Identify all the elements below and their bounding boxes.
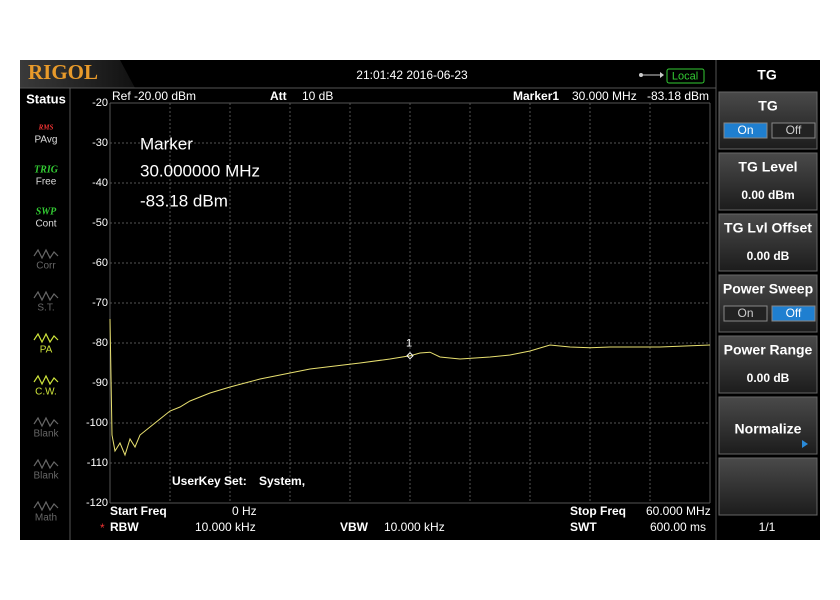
stop: 60.000 MHz (646, 504, 711, 518)
rbw-label: RBW (110, 520, 139, 534)
option-label: On (737, 123, 753, 137)
marker-number: 1 (406, 338, 412, 350)
screen-bg (20, 60, 820, 540)
trace (109, 318, 711, 457)
userkey: UserKey Set: (172, 474, 247, 488)
status-label: PAvg (35, 135, 58, 146)
status-label: Math (35, 513, 57, 524)
menu-value: 0.00 dBm (741, 188, 794, 202)
menu-button[interactable] (718, 457, 818, 516)
mode: Local (672, 70, 698, 82)
menu-label: TG Level (738, 159, 797, 175)
status-label: Free (36, 177, 57, 188)
y-tick-label: -40 (92, 177, 108, 189)
status-label: C.W. (35, 387, 57, 398)
start: 0 Hz (232, 504, 257, 518)
menu-button[interactable] (718, 91, 818, 150)
start-label: Start Freq (110, 504, 167, 518)
option-label: On (737, 306, 753, 320)
option-box[interactable] (771, 122, 816, 139)
menu-label: TG Lvl Offset (724, 220, 812, 236)
status-title: Status (26, 91, 66, 106)
menu-value: 0.00 dB (747, 249, 790, 263)
status-label: Cont (35, 219, 56, 230)
menu-label: Power Sweep (723, 281, 813, 297)
y-tick-label: -70 (92, 297, 108, 309)
status-label: S.T. (37, 303, 54, 314)
option-box[interactable] (771, 305, 816, 322)
stop-label: Stop Freq (570, 504, 626, 518)
annotation: Marker (140, 134, 193, 153)
menu-label: Power Range (724, 342, 813, 358)
status-label: Corr (36, 261, 56, 272)
status-tag: RMS (38, 124, 54, 132)
status-tag: SWP (36, 206, 57, 217)
marker-freq: 30.000 MHz (572, 89, 637, 103)
y-tick-label: -90 (92, 377, 108, 389)
y-tick-label: -20 (92, 97, 108, 109)
marker-label: Marker1 (513, 89, 559, 103)
menu-label: TG (758, 98, 778, 114)
att: 10 dB (302, 89, 333, 103)
option-label: Off (786, 123, 802, 137)
y-tick-label: -100 (86, 417, 108, 429)
status-icon (33, 500, 59, 512)
vbw: 10.000 kHz (384, 520, 445, 534)
ref: Ref -20.00 dBm (112, 89, 196, 103)
status-icon (33, 416, 59, 428)
annotation: 30.000000 MHz (140, 161, 260, 180)
swt: 600.00 ms (650, 520, 706, 534)
option-box[interactable] (723, 122, 768, 139)
annotation: -83.18 dBm (140, 191, 228, 210)
y-tick-label: -120 (86, 497, 108, 509)
status-label: PA (40, 345, 53, 356)
option-label: Off (786, 306, 802, 320)
usb-icon (639, 72, 664, 78)
status-icon (33, 290, 59, 302)
menu-title: TG (757, 67, 777, 83)
status-icon (33, 458, 59, 470)
userkey: System, (259, 474, 305, 488)
menu-button[interactable] (718, 274, 818, 333)
rbw: 10.000 kHz (195, 520, 256, 534)
att-label: Att (270, 89, 287, 103)
mode-box (666, 68, 705, 84)
y-tick-label: -80 (92, 337, 108, 349)
menu-button[interactable] (718, 152, 818, 211)
marker-level: -83.18 dBm (647, 89, 709, 103)
status-label: Blank (33, 471, 59, 482)
status-label: Blank (33, 429, 59, 440)
brand: RIGOL (28, 60, 98, 84)
option-box[interactable] (723, 305, 768, 322)
y-tick-label: -110 (87, 457, 108, 469)
status-icon (33, 374, 59, 386)
status-tag: TRIG (34, 164, 59, 175)
y-tick-label: -30 (92, 137, 108, 149)
menu-label: Normalize (735, 421, 802, 437)
submenu-arrow (802, 440, 808, 448)
swt-label: SWT (570, 520, 597, 534)
status-icon (33, 248, 59, 260)
y-tick-label: -60 (92, 257, 108, 269)
status-icon (33, 332, 59, 344)
menu-button[interactable] (718, 335, 818, 394)
page: 1/1 (759, 520, 776, 534)
menu-value: 0.00 dB (747, 371, 790, 385)
menu-button[interactable] (718, 396, 818, 455)
datetime: 21:01:42 2016-06-23 (356, 68, 468, 82)
y-tick-label: -50 (92, 217, 108, 229)
menu-button[interactable] (718, 213, 818, 272)
marker-point (406, 352, 414, 360)
rbw-flag: * (100, 521, 105, 535)
vbw-label: VBW (340, 520, 369, 534)
logo-bg (20, 60, 135, 88)
